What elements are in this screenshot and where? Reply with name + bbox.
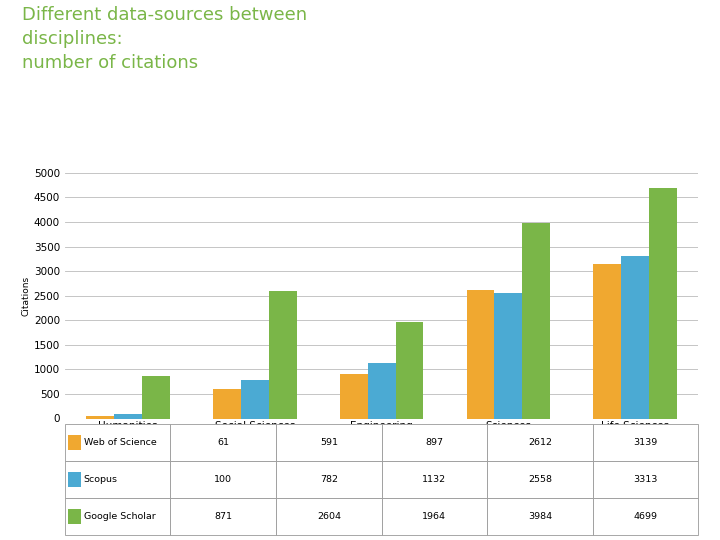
Bar xyxy=(522,222,550,418)
Bar xyxy=(114,414,142,418)
Text: 1132: 1132 xyxy=(423,475,446,484)
Bar xyxy=(68,509,81,524)
Bar xyxy=(171,461,276,498)
Text: 782: 782 xyxy=(320,475,338,484)
Text: 871: 871 xyxy=(215,512,232,521)
Text: 3313: 3313 xyxy=(634,475,658,484)
Bar xyxy=(649,187,677,418)
Bar xyxy=(382,424,487,461)
Bar xyxy=(65,424,171,461)
Bar xyxy=(269,291,297,418)
Bar xyxy=(593,264,621,418)
Bar xyxy=(487,461,593,498)
Bar xyxy=(621,256,649,418)
Text: 3984: 3984 xyxy=(528,512,552,521)
Bar xyxy=(487,424,593,461)
Text: Google Scholar: Google Scholar xyxy=(84,512,156,521)
Bar xyxy=(65,498,171,535)
Text: 1964: 1964 xyxy=(423,512,446,521)
Bar xyxy=(593,424,698,461)
Bar xyxy=(86,415,114,418)
Bar xyxy=(276,424,382,461)
Bar xyxy=(340,374,368,418)
Bar xyxy=(213,389,241,418)
Text: 61: 61 xyxy=(217,438,229,447)
Bar xyxy=(68,435,81,450)
Bar xyxy=(487,498,593,535)
Bar xyxy=(395,322,423,418)
Bar xyxy=(65,461,171,498)
Text: 2612: 2612 xyxy=(528,438,552,447)
Bar xyxy=(368,363,395,418)
Text: 2604: 2604 xyxy=(317,512,341,521)
Bar xyxy=(593,498,698,535)
Bar xyxy=(142,376,170,418)
Text: 3139: 3139 xyxy=(634,438,658,447)
Bar xyxy=(382,461,487,498)
Text: Scopus: Scopus xyxy=(84,475,118,484)
Y-axis label: Citations: Citations xyxy=(22,275,31,316)
Bar xyxy=(276,461,382,498)
Bar xyxy=(593,461,698,498)
Text: Web of Science: Web of Science xyxy=(84,438,156,447)
Bar xyxy=(68,472,81,487)
Text: 19: 19 xyxy=(644,29,675,49)
Text: Different data-sources between
disciplines:
number of citations: Different data-sources between disciplin… xyxy=(22,6,307,72)
Text: 4699: 4699 xyxy=(634,512,657,521)
Bar xyxy=(241,380,269,418)
Text: 100: 100 xyxy=(215,475,232,484)
Bar xyxy=(171,424,276,461)
Bar xyxy=(171,498,276,535)
Text: 591: 591 xyxy=(320,438,338,447)
Bar xyxy=(382,498,487,535)
Text: 897: 897 xyxy=(426,438,444,447)
Bar xyxy=(495,293,522,418)
Bar xyxy=(276,498,382,535)
Text: 2558: 2558 xyxy=(528,475,552,484)
Bar xyxy=(467,290,495,418)
